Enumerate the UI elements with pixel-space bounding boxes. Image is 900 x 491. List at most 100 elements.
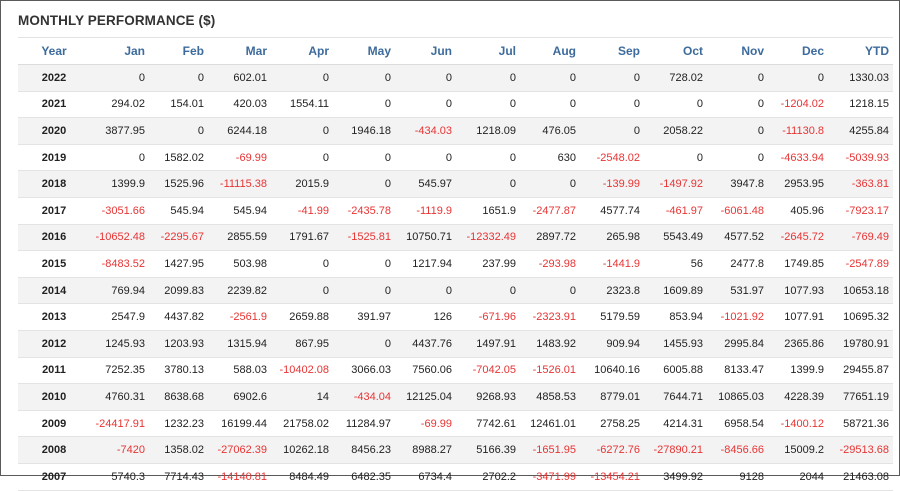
value-cell: 0 xyxy=(395,64,456,92)
value-cell: -10402.08 xyxy=(271,357,333,385)
value-cell: 0 xyxy=(333,91,395,119)
value-cell: -69.99 xyxy=(395,410,456,438)
value-cell: -7042.05 xyxy=(456,357,520,385)
value-cell: 2995.84 xyxy=(707,330,768,358)
value-cell: -6272.76 xyxy=(580,436,644,464)
value-cell: 8133.47 xyxy=(707,357,768,385)
value-cell: 3947.8 xyxy=(707,170,768,198)
value-cell: 4760.31 xyxy=(90,383,149,411)
value-cell: 14 xyxy=(271,383,333,411)
value-cell: -1497.92 xyxy=(644,170,707,198)
value-cell: -2645.72 xyxy=(768,224,828,252)
value-cell: 21463.08 xyxy=(828,463,893,491)
value-cell: -434.04 xyxy=(333,383,395,411)
value-cell: 0 xyxy=(395,144,456,172)
table-row: 2011 7252.35 3780.13 588.03 -10402.08 3066.03… xyxy=(18,357,893,385)
value-cell: 294.02 xyxy=(90,91,149,119)
value-cell: 7714.43 xyxy=(149,463,208,491)
value-cell: 602.01 xyxy=(208,64,271,92)
value-cell: 10695.32 xyxy=(828,303,893,331)
value-cell: 0 xyxy=(580,91,644,119)
value-cell: 0 xyxy=(333,250,395,278)
year-cell: 2019 xyxy=(18,144,90,172)
value-cell: 2659.88 xyxy=(271,303,333,331)
value-cell: 1946.18 xyxy=(333,117,395,145)
value-cell: 4437.82 xyxy=(149,303,208,331)
value-cell: 1791.67 xyxy=(271,224,333,252)
value-cell: 0 xyxy=(580,64,644,92)
value-cell: 1455.93 xyxy=(644,330,707,358)
value-cell: -1400.12 xyxy=(768,410,828,438)
year-cell: 2016 xyxy=(18,224,90,252)
value-cell: 867.95 xyxy=(271,330,333,358)
value-cell: -14140.81 xyxy=(208,463,271,491)
year-cell: 2022 xyxy=(18,64,90,92)
value-cell: 0 xyxy=(271,144,333,172)
value-cell: 11284.97 xyxy=(333,410,395,438)
year-cell: 2007 xyxy=(18,463,90,491)
table-row: 2019 0 1582.02 -69.99 0 0 0 0 630 -2548.02 0 0 -4633… xyxy=(18,144,893,172)
value-cell: 545.97 xyxy=(395,170,456,198)
value-cell: 6734.4 xyxy=(395,463,456,491)
value-cell: 8484.49 xyxy=(271,463,333,491)
table-row: 2017 -3051.66 545.94 545.94 -41.99 -2435.78 -1… xyxy=(18,197,893,225)
column-header-mar: Mar xyxy=(208,37,271,65)
value-cell: 3066.03 xyxy=(333,357,395,385)
value-cell: 10262.18 xyxy=(271,436,333,464)
value-cell: -434.03 xyxy=(395,117,456,145)
value-cell: 6244.18 xyxy=(208,117,271,145)
column-header-oct: Oct xyxy=(644,37,707,65)
value-cell: -1021.92 xyxy=(707,303,768,331)
column-header-nov: Nov xyxy=(707,37,768,65)
value-cell: 769.94 xyxy=(90,277,149,305)
year-cell: 2009 xyxy=(18,410,90,438)
value-cell: 0 xyxy=(333,277,395,305)
value-cell: 1483.92 xyxy=(520,330,580,358)
value-cell: 12125.04 xyxy=(395,383,456,411)
value-cell: 909.94 xyxy=(580,330,644,358)
value-cell: -1526.01 xyxy=(520,357,580,385)
value-cell: 10750.71 xyxy=(395,224,456,252)
value-cell: 0 xyxy=(520,91,580,119)
value-cell: 545.94 xyxy=(208,197,271,225)
value-cell: -671.96 xyxy=(456,303,520,331)
value-cell: -2561.9 xyxy=(208,303,271,331)
column-header-feb: Feb xyxy=(149,37,208,65)
value-cell: -11130.8 xyxy=(768,117,828,145)
value-cell: 2044 xyxy=(768,463,828,491)
value-cell: 0 xyxy=(707,64,768,92)
value-cell: -1441.9 xyxy=(580,250,644,278)
value-cell: 21758.02 xyxy=(271,410,333,438)
value-cell: 2897.72 xyxy=(520,224,580,252)
value-cell: 0 xyxy=(707,117,768,145)
year-cell: 2018 xyxy=(18,170,90,198)
value-cell: 1077.93 xyxy=(768,277,828,305)
value-cell: 4437.76 xyxy=(395,330,456,358)
value-cell: 15009.2 xyxy=(768,436,828,464)
value-cell: 1651.9 xyxy=(456,197,520,225)
table-row: 2010 4760.31 8638.68 6902.6 14 -434.04 12125.0… xyxy=(18,383,893,411)
panel-title: MONTHLY PERFORMANCE ($) xyxy=(18,13,216,28)
value-cell: -69.99 xyxy=(208,144,271,172)
value-cell: 1203.93 xyxy=(149,330,208,358)
value-cell: -10652.48 xyxy=(90,224,149,252)
value-cell: 7560.06 xyxy=(395,357,456,385)
value-cell: -5039.93 xyxy=(828,144,893,172)
value-cell: -293.98 xyxy=(520,250,580,278)
value-cell: 2477.8 xyxy=(707,250,768,278)
value-cell: 588.03 xyxy=(208,357,271,385)
value-cell: -3051.66 xyxy=(90,197,149,225)
value-cell: 2058.22 xyxy=(644,117,707,145)
value-cell: 8456.23 xyxy=(333,436,395,464)
value-cell: 8988.27 xyxy=(395,436,456,464)
value-cell: 0 xyxy=(520,170,580,198)
column-header-may: May xyxy=(333,37,395,65)
value-cell: 7742.61 xyxy=(456,410,520,438)
value-cell: 0 xyxy=(333,330,395,358)
value-cell: 0 xyxy=(580,117,644,145)
value-cell: 0 xyxy=(456,277,520,305)
value-cell: -1651.95 xyxy=(520,436,580,464)
value-cell: 1358.02 xyxy=(149,436,208,464)
value-cell: -2547.89 xyxy=(828,250,893,278)
